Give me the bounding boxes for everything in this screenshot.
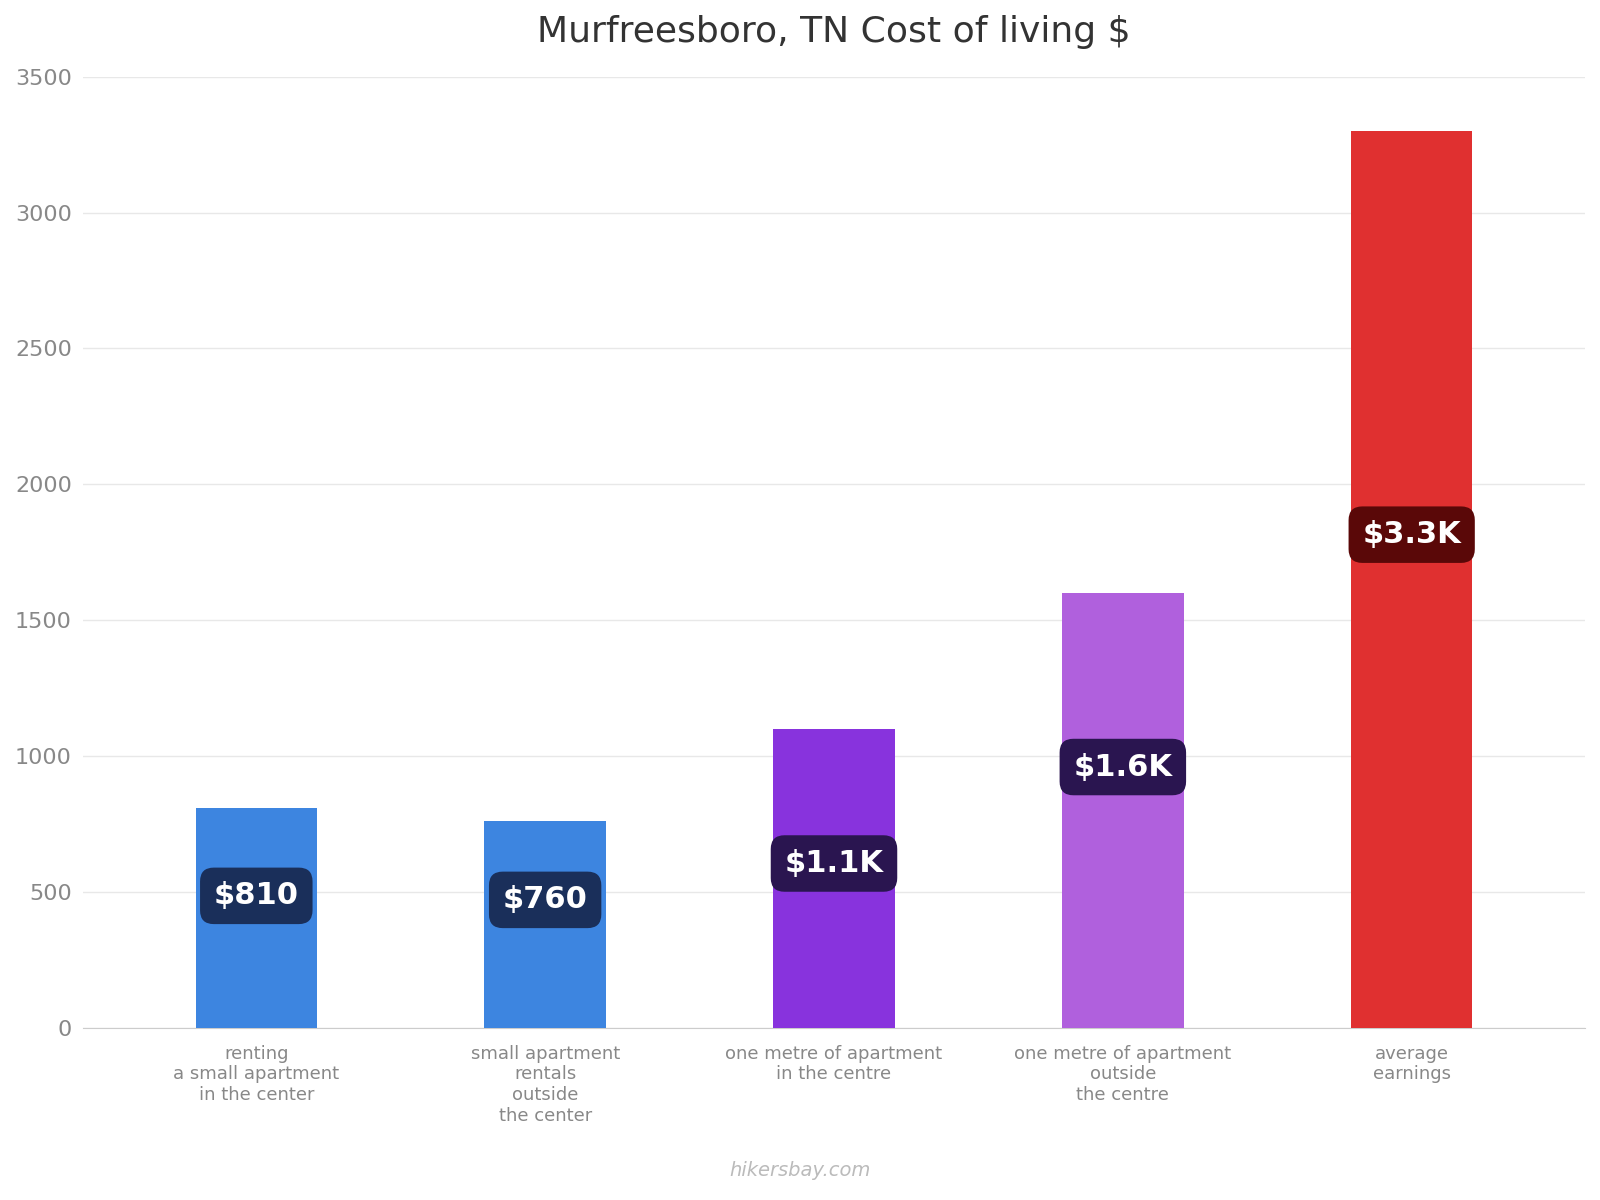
Bar <box>1062 593 1184 1028</box>
Text: $3.3K: $3.3K <box>1362 520 1461 550</box>
Title: Murfreesboro, TN Cost of living $: Murfreesboro, TN Cost of living $ <box>538 14 1131 49</box>
Text: hikersbay.com: hikersbay.com <box>730 1160 870 1180</box>
Bar <box>195 808 317 1028</box>
Text: $810: $810 <box>214 881 299 911</box>
Bar <box>1350 131 1472 1028</box>
Bar <box>485 821 606 1028</box>
Text: $760: $760 <box>502 886 587 914</box>
Text: $1.6K: $1.6K <box>1074 752 1173 781</box>
Text: $1.1K: $1.1K <box>784 850 883 878</box>
Bar <box>773 728 894 1028</box>
